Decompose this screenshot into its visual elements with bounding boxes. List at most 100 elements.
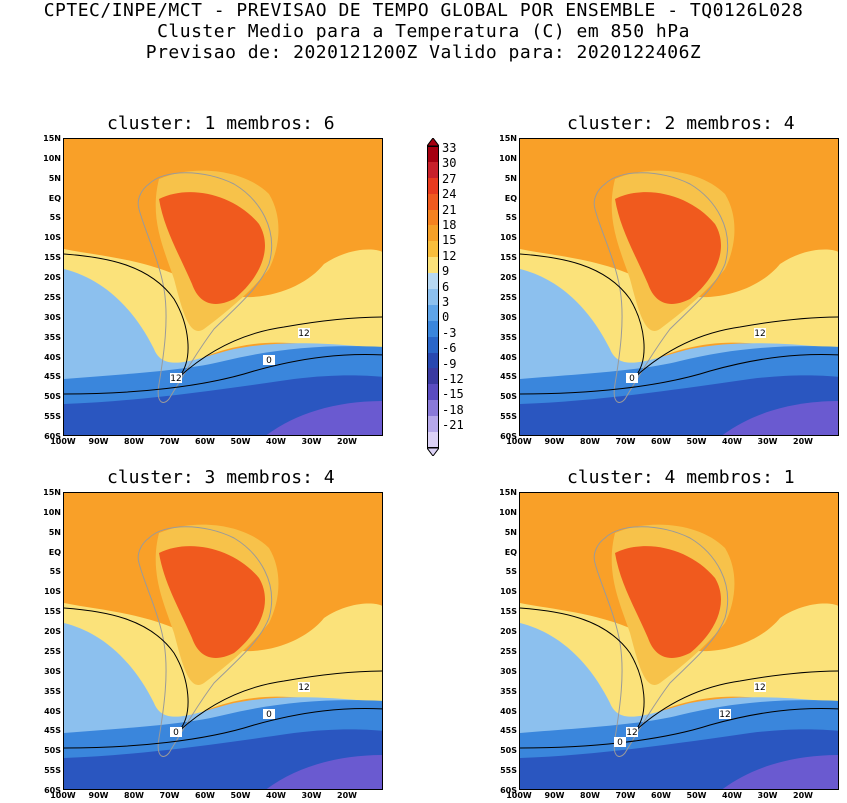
lon-tick-label: 70W — [615, 791, 636, 800]
panel-title-cluster-2: cluster: 2 membros: 4 — [567, 113, 795, 134]
lat-tick-label: 5S — [49, 567, 61, 577]
lon-tick-label: 80W — [580, 791, 600, 800]
svg-text:12: 12 — [754, 329, 765, 339]
lon-tick-label: 70W — [615, 437, 636, 446]
lat-tick-label: 35S — [500, 686, 517, 696]
lon-tick-label: 20W — [337, 791, 357, 800]
colorbar-label: 12 — [442, 248, 457, 263]
polar-zone — [266, 755, 382, 789]
continental-hot-core — [159, 192, 265, 304]
lat-tick-label: EQ — [504, 193, 517, 203]
lon-tick-label: 30W — [301, 791, 322, 800]
lat-tick-label: 5N — [48, 527, 61, 537]
colorbar-segment — [427, 161, 439, 178]
contour-0c — [520, 708, 838, 749]
colorbar-segment — [427, 241, 439, 258]
lon-tick-label: 70W — [159, 791, 180, 800]
polar-zone — [266, 401, 382, 435]
lat-tick-label: 55S — [500, 412, 517, 422]
lat-tick-label: 15N — [43, 134, 61, 143]
header-line-2: Cluster Medio para a Temperatura (C) em … — [157, 21, 690, 42]
svg-text:12: 12 — [719, 710, 730, 720]
lat-tick-label: 45S — [44, 726, 61, 736]
map-cluster-4: 12 12 12 0 — [519, 492, 839, 790]
colorbar-segment — [427, 368, 439, 385]
lat-tick-label: 15S — [500, 607, 517, 617]
lat-tick-label: 40S — [500, 706, 517, 716]
lat-tick-label: 20S — [44, 273, 61, 283]
colorbar-segment — [427, 177, 439, 194]
colorbar-segment — [427, 416, 439, 433]
colorbar-label: 27 — [442, 171, 457, 186]
colorbar-segment — [427, 225, 439, 242]
colorbar-label: -15 — [442, 387, 464, 402]
lat-tick-label: 30S — [44, 666, 61, 676]
header-line-1: CPTEC/INPE/MCT - PREVISAO DE TEMPO GLOBA… — [43, 0, 804, 21]
lat-tick-label: 5N — [504, 527, 517, 537]
contour-label: 0 — [626, 373, 638, 384]
colorbar-segment — [427, 336, 439, 353]
lon-tick-label: 60W — [195, 791, 215, 800]
lat-tick-label: 35S — [44, 686, 61, 696]
colorbar-label: -12 — [442, 372, 464, 386]
lat-tick-label: 40S — [500, 352, 517, 362]
figure-header: CPTEC/INPE/MCT - PREVISAO DE TEMPO GLOBA… — [0, 0, 847, 63]
lat-tick-label: 25S — [500, 646, 517, 656]
lon-tick-label: 100W — [506, 437, 532, 446]
lat-tick-label: 15N — [499, 488, 517, 497]
lon-tick-label: 30W — [757, 791, 778, 800]
lat-tick-label: 5N — [48, 173, 61, 183]
continental-hot-core — [615, 192, 721, 304]
map-cluster-3: 12 0 0 — [63, 492, 383, 790]
colorbar-label: -9 — [442, 356, 457, 371]
lon-tick-label: 90W — [88, 791, 109, 800]
lon-tick-label: 80W — [124, 791, 144, 800]
lon-tick-label: 50W — [230, 791, 251, 800]
panel-title-cluster-4: cluster: 4 membros: 1 — [567, 467, 795, 488]
polar-zone — [722, 755, 838, 789]
colorbar-label: 9 — [442, 264, 450, 279]
lat-tick-label: 50S — [500, 746, 517, 756]
colorbar-label: 15 — [442, 233, 457, 248]
lon-tick-label: 90W — [544, 437, 565, 446]
svg-text:0: 0 — [266, 356, 272, 366]
colorbar-label: 6 — [442, 279, 450, 294]
polar-zone — [722, 401, 838, 435]
lon-tick-label: 20W — [337, 437, 357, 446]
lat-tick-label: 10S — [500, 233, 517, 243]
continental-hot-core — [615, 546, 721, 658]
lon-tick-label: 60W — [651, 791, 671, 800]
colorbar-segment — [427, 209, 439, 226]
contour-label: 12 — [719, 709, 731, 720]
lat-tick-label: 45S — [44, 372, 61, 382]
lon-tick-label: 70W — [159, 437, 180, 446]
lon-tick-label: 100W — [50, 791, 76, 800]
lon-tick-label: 50W — [686, 437, 707, 446]
colorbar — [427, 138, 439, 456]
lat-tick-label: 5S — [505, 213, 517, 223]
panel-title-cluster-3: cluster: 3 membros: 4 — [107, 467, 335, 488]
lon-tick-label: 30W — [757, 437, 778, 446]
lat-tick-label: 35S — [44, 332, 61, 342]
colorbar-segment — [427, 193, 439, 210]
colorbar-label: 3 — [442, 295, 450, 309]
lat-tick-label: 15S — [500, 253, 517, 263]
contour-0c — [520, 354, 838, 395]
colorbar-label: 24 — [442, 187, 457, 202]
lat-tick-label: 50S — [500, 392, 517, 402]
svg-text:12: 12 — [298, 329, 309, 339]
colorbar-segment — [427, 289, 439, 305]
lat-tick-label: 60S — [500, 786, 517, 795]
colorbar-label: -21 — [442, 418, 464, 433]
lat-tick-label: 10S — [44, 233, 61, 243]
svg-text:0: 0 — [173, 728, 179, 738]
svg-text:12: 12 — [170, 374, 181, 384]
lat-tick-label: 30S — [500, 666, 517, 676]
lat-tick-label: 60S — [44, 432, 61, 441]
contour-label: 12 — [754, 682, 766, 693]
lat-tick-label: 55S — [44, 766, 61, 776]
colorbar-segment — [427, 273, 439, 290]
colorbar-segment — [427, 257, 439, 274]
colorbar-segment — [427, 320, 439, 337]
lat-tick-label: 60S — [44, 786, 61, 795]
